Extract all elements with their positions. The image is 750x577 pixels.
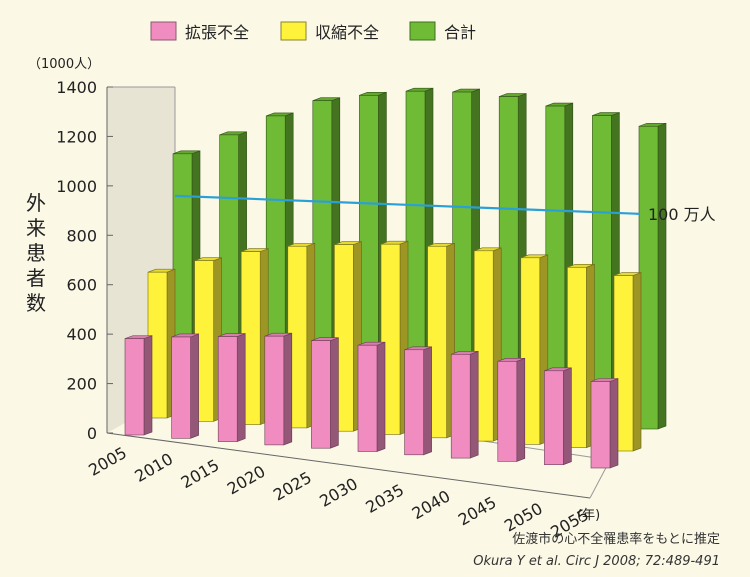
bar — [452, 88, 480, 417]
x-tick-label: 2010 — [131, 449, 176, 486]
y-unit-label: （1000人） — [28, 57, 100, 72]
legend-label-diastolic: 拡張不全 — [185, 23, 249, 42]
legend-swatch-diastolic — [150, 21, 177, 41]
bar — [613, 272, 642, 452]
y-ticks: 0 200 400 600 800 1000 1200 1400 — [56, 78, 113, 443]
y-tick-label: 400 — [66, 325, 97, 344]
bar-side — [423, 346, 432, 456]
bar-side — [330, 337, 339, 449]
x-axis-line — [106, 432, 591, 499]
bar — [311, 337, 339, 449]
x-unit-label: (年) — [577, 508, 600, 523]
bar-front — [380, 243, 401, 435]
y-axis-title-char-0: 外 — [26, 191, 46, 215]
bar — [450, 350, 479, 459]
bar-front — [264, 335, 285, 446]
bar — [264, 332, 293, 446]
y-tick-label: 0 — [87, 424, 97, 443]
bar-front — [613, 275, 634, 452]
bar — [194, 257, 222, 422]
bar — [217, 333, 246, 443]
bar-front — [357, 344, 378, 452]
bar-side — [283, 332, 293, 446]
bar — [544, 367, 572, 466]
legend-item-total: 合計 — [409, 21, 476, 42]
legend-label-total: 合計 — [444, 23, 476, 42]
bar-front — [311, 340, 331, 449]
y-axis-title-char-1: 来 — [26, 216, 46, 240]
y-axis-title-char-3: 者 — [26, 266, 46, 290]
bar — [497, 357, 526, 462]
bar-side — [469, 350, 479, 459]
bar-front — [497, 361, 518, 462]
y-axis-title: 外 来 患 者 数 — [26, 191, 46, 315]
y-tick-label: 800 — [66, 226, 97, 245]
y-tick-label: 1200 — [56, 127, 97, 146]
bar-side — [236, 333, 246, 443]
y-axis-title-char-2: 患 — [26, 241, 46, 265]
bar-side — [143, 335, 153, 436]
bar-front — [544, 370, 564, 465]
bar — [404, 346, 432, 456]
bar-side — [657, 122, 667, 430]
source-line-2: Okura Y et al. Circ J 2008; 72:489-491 — [473, 554, 720, 569]
bar-front — [171, 336, 191, 439]
bar-side — [190, 333, 199, 439]
bar-front — [427, 245, 447, 439]
x-tick-label: 2050 — [501, 499, 546, 536]
x-tick-label: 2005 — [85, 443, 130, 480]
bar-front — [520, 257, 541, 445]
bar-front — [124, 338, 145, 436]
reference-line-group: 100 万人 — [174, 194, 716, 224]
bar-side — [563, 367, 572, 466]
reference-line-label: 100 万人 — [648, 205, 716, 224]
bars — [124, 87, 667, 469]
bar-front — [404, 349, 424, 456]
legend-item-diastolic: 拡張不全 — [150, 21, 249, 42]
x-tick-label: 2040 — [409, 486, 454, 523]
legend: 拡張不全 収縮不全 合計 — [150, 21, 476, 42]
x-tick-label: 2035 — [362, 480, 407, 517]
bar — [638, 122, 667, 430]
bar-side — [609, 378, 619, 469]
bar-front — [450, 353, 471, 459]
bar — [357, 341, 386, 452]
x-tick-label: 2020 — [224, 462, 269, 499]
bar-front — [567, 266, 587, 448]
reference-line — [174, 194, 641, 215]
bar-front — [217, 336, 238, 442]
legend-swatch-total — [409, 21, 436, 41]
source-line-1: 佐渡市の心不全罹患率をもとに推定 — [512, 531, 720, 547]
bar-front — [590, 381, 611, 469]
bar-side — [376, 341, 386, 452]
bar-side — [516, 357, 526, 462]
bar-side — [632, 272, 642, 452]
bar-front — [638, 125, 659, 430]
source-note: 佐渡市の心不全罹患率をもとに推定 Okura Y et al. Circ J 2… — [473, 531, 720, 569]
bar-front — [473, 250, 494, 442]
y-axis-title-char-4: 数 — [26, 291, 46, 315]
legend-label-systolic: 収縮不全 — [315, 23, 379, 42]
x-tick-label: 2045 — [455, 493, 500, 530]
bar — [590, 378, 619, 469]
legend-item-systolic: 収縮不全 — [280, 21, 379, 42]
x-tick-label: 2025 — [270, 468, 315, 505]
bar — [124, 335, 153, 436]
x-tick-label: 2030 — [316, 474, 361, 511]
bar — [171, 333, 199, 439]
x-tick-label: 2015 — [178, 455, 223, 492]
y-tick-label: 1000 — [56, 177, 97, 196]
legend-swatch-systolic — [280, 21, 307, 41]
y-tick-label: 200 — [66, 375, 97, 394]
y-tick-label: 1400 — [56, 78, 97, 97]
y-tick-label: 600 — [66, 276, 97, 295]
